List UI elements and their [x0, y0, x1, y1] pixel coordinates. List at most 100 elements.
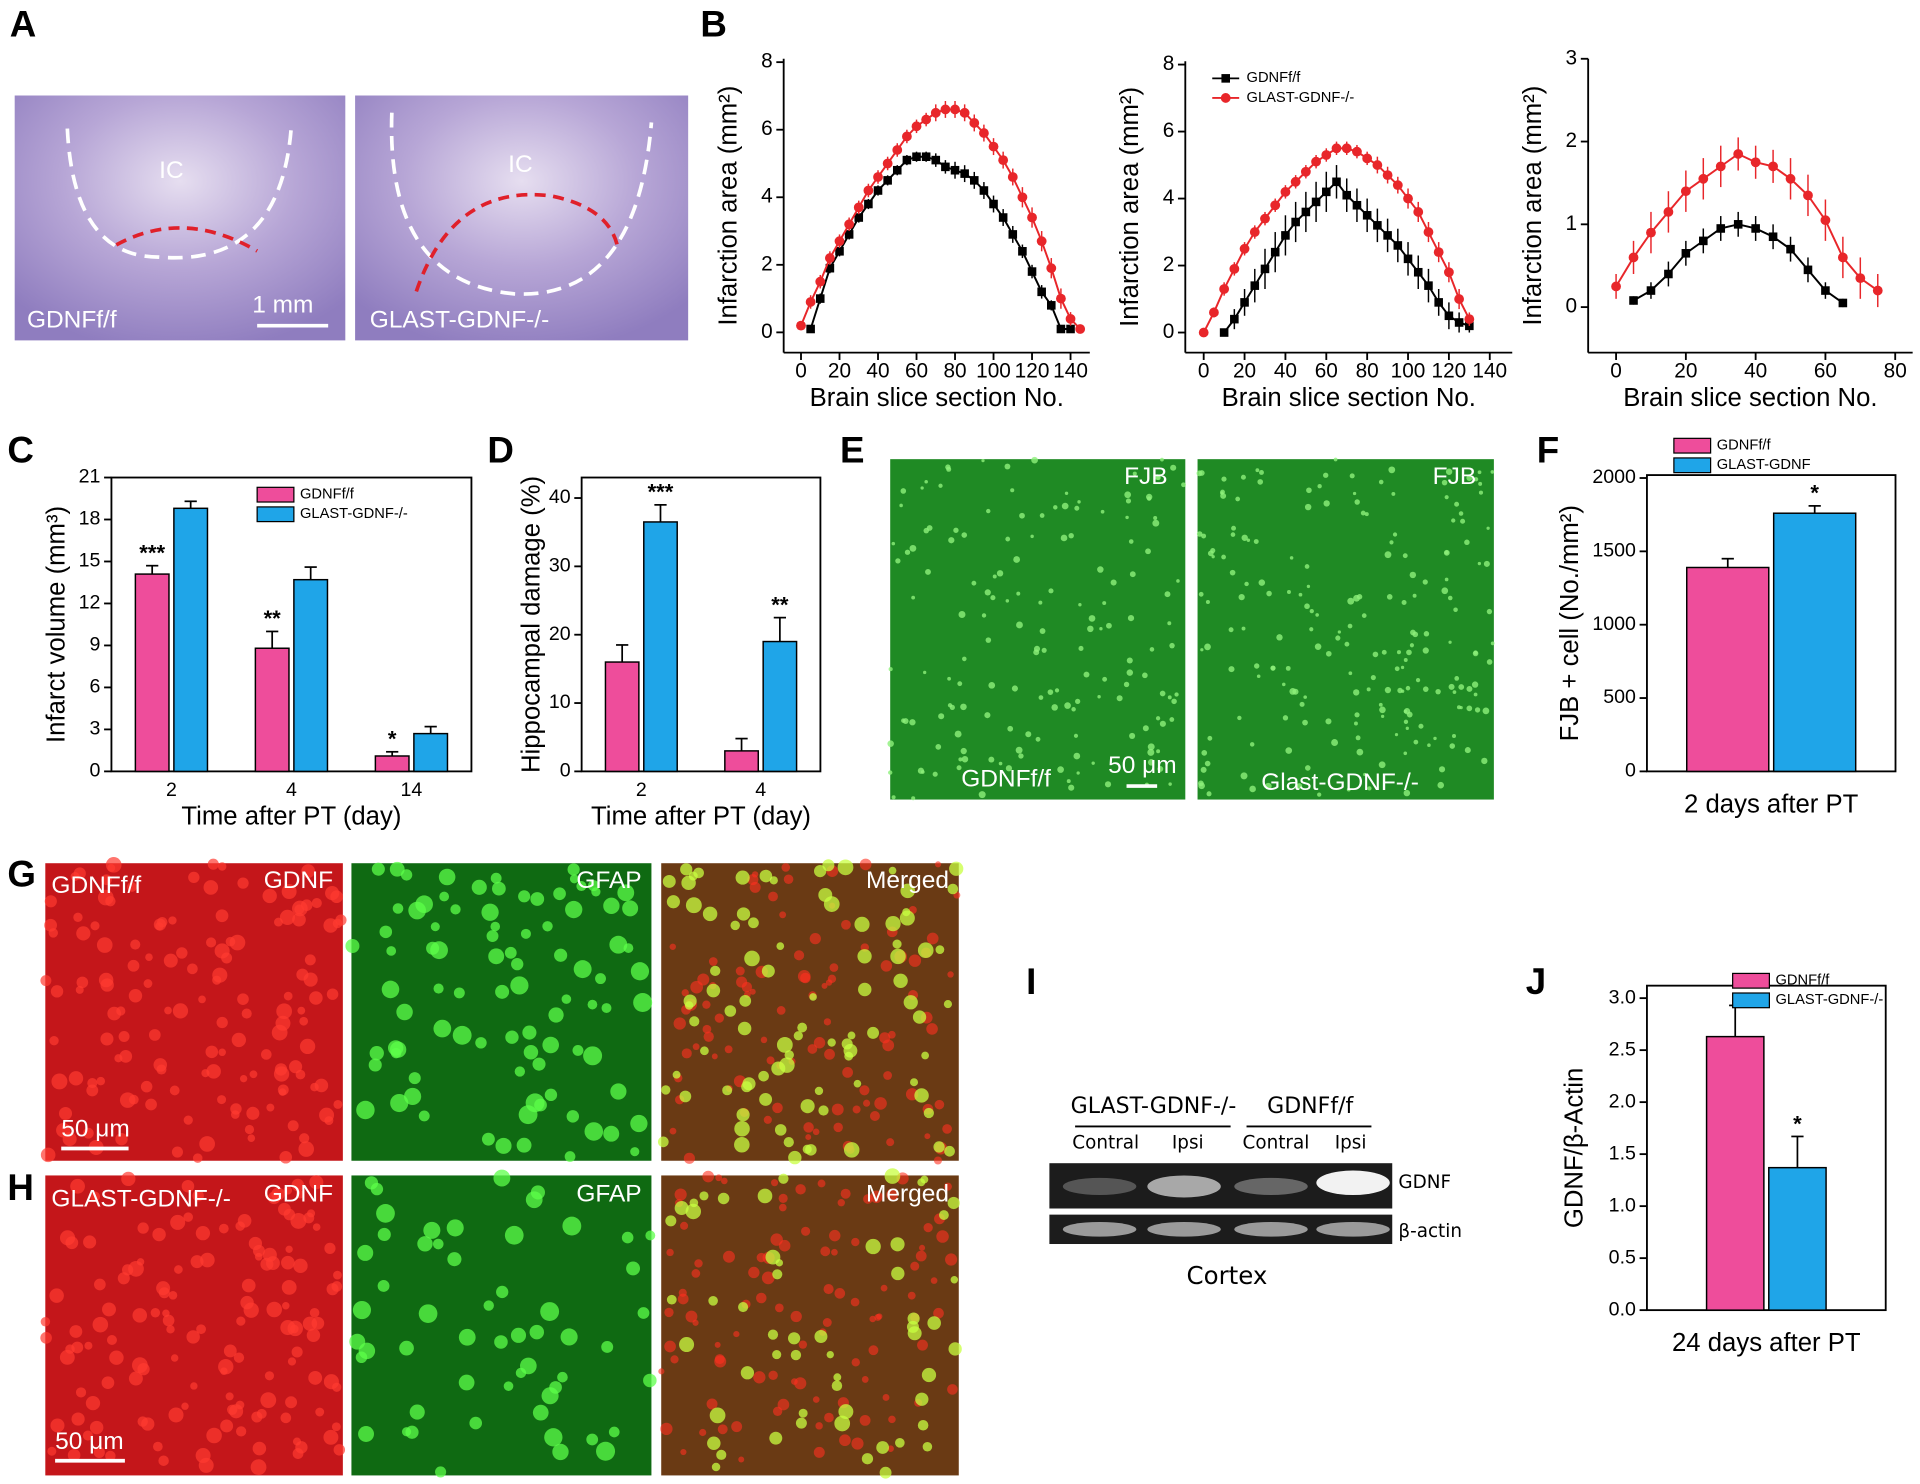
marker: [1342, 190, 1352, 200]
cell-spot: [49, 1288, 64, 1303]
cell-spot: [333, 1099, 343, 1109]
cell-spot: [1221, 476, 1227, 482]
cell-spot: [1266, 590, 1272, 597]
cell-spot: [1142, 725, 1149, 732]
cell-spot: [707, 1436, 721, 1450]
micrograph: [351, 1175, 652, 1476]
cell-spot: [812, 1128, 820, 1136]
cell-spot: [1394, 733, 1399, 737]
cell-spot: [282, 1301, 290, 1310]
cell-spot: [603, 1125, 620, 1142]
cell-spot: [888, 866, 897, 875]
marker: [1872, 285, 1883, 296]
cell-spot: [172, 1003, 189, 1019]
cell-spot: [694, 1259, 703, 1268]
cell-spot: [492, 881, 506, 896]
cell-spot: [127, 881, 137, 892]
cell-spot: [404, 1087, 422, 1106]
cell-spot: [669, 943, 676, 950]
cell-spot: [1221, 554, 1226, 560]
cell-spot: [657, 1136, 669, 1148]
cell-spot: [171, 1146, 183, 1158]
cell-spot: [564, 1151, 576, 1162]
cell-spot: [400, 869, 413, 881]
lane-label: Contral: [1243, 1133, 1310, 1154]
cell-spot: [998, 761, 1003, 766]
cell-spot: [281, 1279, 297, 1295]
cell-spot: [271, 1024, 288, 1041]
cell-spot: [236, 1426, 247, 1437]
bar: [604, 661, 640, 773]
cell-spot: [662, 875, 676, 888]
blot-band: [1234, 1177, 1308, 1196]
cell-spot: [1481, 757, 1488, 765]
cell-spot: [870, 1190, 883, 1204]
cell-spot: [1302, 719, 1308, 726]
cell-spot: [930, 1277, 938, 1284]
cell-spot: [220, 1367, 228, 1376]
panel-letter: H: [7, 1167, 34, 1208]
cell-spot: [880, 1284, 888, 1292]
cell-spot: [755, 1292, 767, 1304]
marker: [931, 155, 941, 165]
marker: [1047, 301, 1056, 310]
x-tick-label: 40: [1274, 360, 1297, 383]
cell-spot: [1337, 630, 1341, 634]
cell-spot: [330, 890, 343, 904]
y-tick-label: 40: [549, 486, 571, 508]
cell-spot: [214, 943, 230, 959]
cell-spot: [518, 890, 531, 903]
cell-spot: [205, 1045, 219, 1059]
cell-spot: [566, 1110, 580, 1123]
cell-spot: [890, 948, 906, 965]
cell-spot: [107, 863, 116, 872]
cell-spot: [643, 1373, 657, 1388]
cell-spot: [749, 881, 761, 893]
marker: [1270, 200, 1281, 211]
cell-spot: [1464, 747, 1471, 754]
legend-marker: [1221, 74, 1230, 83]
marker: [892, 145, 903, 155]
cell-spot: [935, 945, 945, 955]
x-tick-label: 80: [943, 360, 966, 383]
cell-spot: [240, 1295, 254, 1310]
cell-spot: [168, 1290, 178, 1300]
cell-spot: [192, 1153, 203, 1163]
cell-spot: [1097, 566, 1104, 573]
marker: [930, 107, 941, 118]
cell-spot: [290, 1212, 307, 1229]
cell-spot: [690, 980, 704, 994]
cell-spot: [331, 1422, 341, 1432]
x-tick-label: 120: [1432, 360, 1467, 383]
marker: [1681, 249, 1691, 258]
marker: [1260, 264, 1270, 274]
cell-spot: [827, 1038, 836, 1047]
cell-spot: [496, 1285, 509, 1299]
cell-spot: [730, 920, 740, 931]
cell-spot: [1422, 686, 1429, 692]
x-tick-label: 60: [905, 360, 928, 383]
y-axis-label: Infarct volume (mm³): [42, 506, 70, 743]
cell-spot: [1152, 519, 1160, 527]
cell-spot: [181, 1402, 189, 1410]
cell-spot: [1211, 555, 1215, 559]
cell-spot: [200, 1252, 215, 1268]
cell-spot: [252, 1441, 267, 1456]
cell-spot: [699, 1428, 707, 1437]
legend-label: GDNFf/f: [1776, 973, 1831, 989]
cell-spot: [601, 1003, 612, 1014]
cell-spot: [829, 963, 839, 972]
cell-spot: [1244, 581, 1249, 587]
cell-spot: [130, 939, 141, 950]
cell-spot: [1176, 579, 1180, 583]
cell-spot: [670, 1355, 679, 1364]
cell-spot: [684, 1001, 694, 1010]
cell-spot: [309, 1307, 320, 1318]
cell-spot: [1396, 650, 1402, 655]
cell-spot: [1256, 674, 1261, 679]
cell-spot: [553, 887, 566, 901]
cell-spot: [295, 1190, 305, 1199]
y-tick-label: 15: [79, 550, 101, 572]
cell-spot: [774, 1303, 784, 1313]
cell-spot: [1347, 597, 1355, 605]
